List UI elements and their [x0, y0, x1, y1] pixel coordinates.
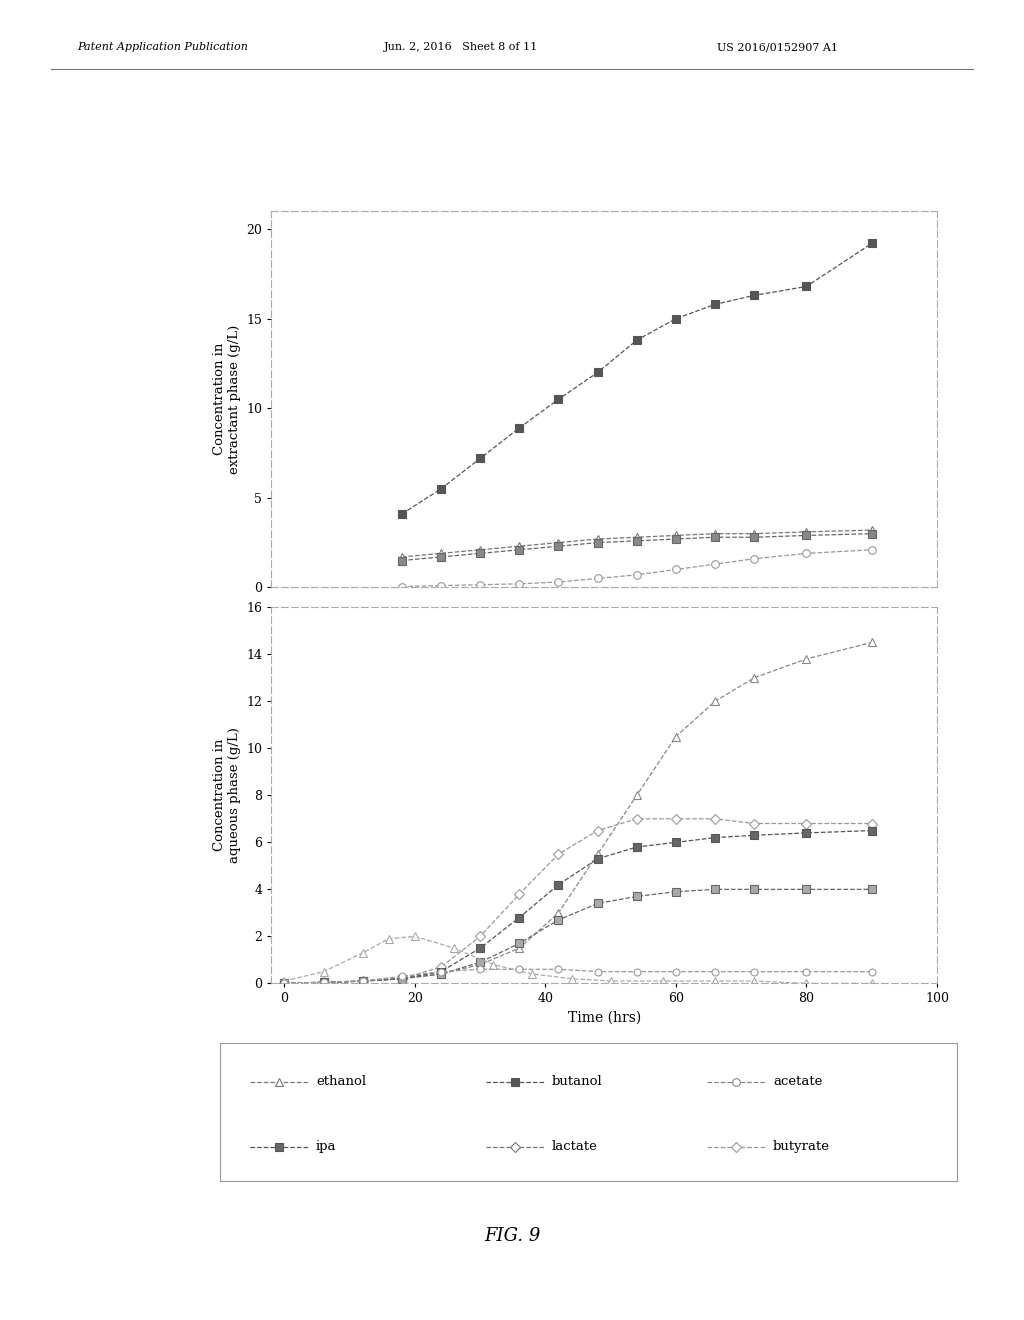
- Text: FIG. 9: FIG. 9: [483, 1226, 541, 1245]
- Y-axis label: Concentration in
aqueous phase (g/L): Concentration in aqueous phase (g/L): [213, 727, 241, 863]
- Text: butanol: butanol: [552, 1074, 603, 1088]
- Text: acetate: acetate: [773, 1074, 822, 1088]
- Text: Jun. 2, 2016   Sheet 8 of 11: Jun. 2, 2016 Sheet 8 of 11: [384, 42, 539, 53]
- X-axis label: Time (hrs): Time (hrs): [567, 1011, 641, 1026]
- Text: ethanol: ethanol: [316, 1074, 367, 1088]
- Text: Patent Application Publication: Patent Application Publication: [77, 42, 248, 53]
- Text: ipa: ipa: [316, 1140, 337, 1154]
- Text: lactate: lactate: [552, 1140, 598, 1154]
- Y-axis label: Concentration in
extractant phase (g/L): Concentration in extractant phase (g/L): [213, 325, 241, 474]
- Text: butyrate: butyrate: [773, 1140, 830, 1154]
- Text: US 2016/0152907 A1: US 2016/0152907 A1: [717, 42, 838, 53]
